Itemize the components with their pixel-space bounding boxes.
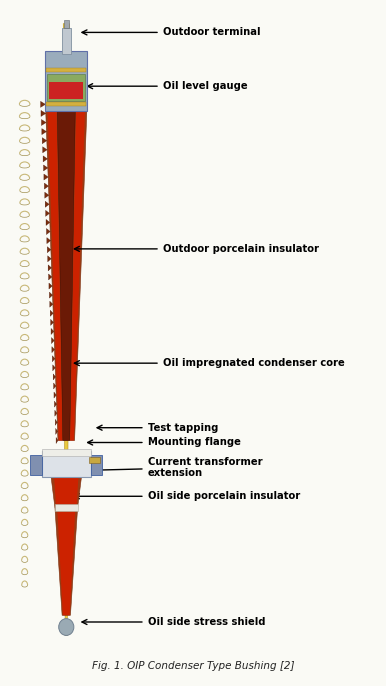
Bar [30,456,42,475]
Polygon shape [48,256,51,262]
Polygon shape [54,401,57,407]
Polygon shape [45,192,49,198]
Bar [55,504,78,511]
Text: Oil impregnated condenser core: Oil impregnated condenser core [74,358,344,368]
Bar [89,458,100,462]
Polygon shape [44,165,48,171]
Polygon shape [42,128,46,134]
Polygon shape [49,274,52,280]
Polygon shape [46,104,87,440]
Polygon shape [55,508,78,615]
Bar [47,74,85,101]
Text: Outdoor terminal: Outdoor terminal [82,27,260,38]
Polygon shape [44,183,49,189]
Polygon shape [50,310,53,316]
Polygon shape [46,211,49,216]
Text: Outdoor porcelain insulator: Outdoor porcelain insulator [74,244,319,254]
Text: Test tapping: Test tapping [97,423,218,433]
Polygon shape [44,174,48,180]
Polygon shape [63,24,69,635]
Polygon shape [70,104,85,440]
Text: Current transformer
extension: Current transformer extension [76,457,262,478]
Polygon shape [49,292,52,298]
Polygon shape [51,338,54,344]
Polygon shape [47,247,51,252]
Text: Oil side porcelain insulator: Oil side porcelain insulator [74,491,300,501]
Polygon shape [47,237,51,244]
Polygon shape [53,374,56,380]
Bar [46,68,86,72]
Polygon shape [57,508,75,615]
Polygon shape [43,156,47,162]
Polygon shape [51,477,81,508]
Polygon shape [46,220,50,226]
Polygon shape [53,365,55,371]
Polygon shape [54,383,56,389]
Polygon shape [55,419,57,425]
Bar [42,449,91,456]
Bar [42,451,91,477]
Polygon shape [51,320,54,325]
Polygon shape [46,228,50,235]
Polygon shape [54,392,56,398]
Polygon shape [41,119,46,126]
Polygon shape [49,283,52,289]
Polygon shape [52,356,55,362]
Polygon shape [52,346,54,353]
Bar [91,456,102,475]
Polygon shape [42,138,47,143]
Text: Fig. 1. OIP Condenser Type Bushing [2]: Fig. 1. OIP Condenser Type Bushing [2] [92,661,294,671]
Polygon shape [48,265,52,271]
Text: Oil side stress shield: Oil side stress shield [82,617,265,627]
Polygon shape [51,329,54,335]
Polygon shape [57,104,75,440]
Bar [46,102,86,106]
Bar [61,28,71,54]
Polygon shape [47,104,63,440]
Bar [64,21,69,28]
Polygon shape [56,438,58,444]
Bar [46,51,87,111]
Polygon shape [56,428,58,434]
Polygon shape [42,147,47,153]
Polygon shape [41,110,46,117]
Ellipse shape [59,619,74,635]
Bar [49,82,83,99]
Text: Oil level gauge: Oil level gauge [88,81,247,91]
Polygon shape [45,201,49,207]
Polygon shape [55,410,57,416]
Text: Mounting flange: Mounting flange [88,438,240,447]
Polygon shape [50,301,53,307]
Polygon shape [41,102,46,108]
Polygon shape [54,477,78,508]
